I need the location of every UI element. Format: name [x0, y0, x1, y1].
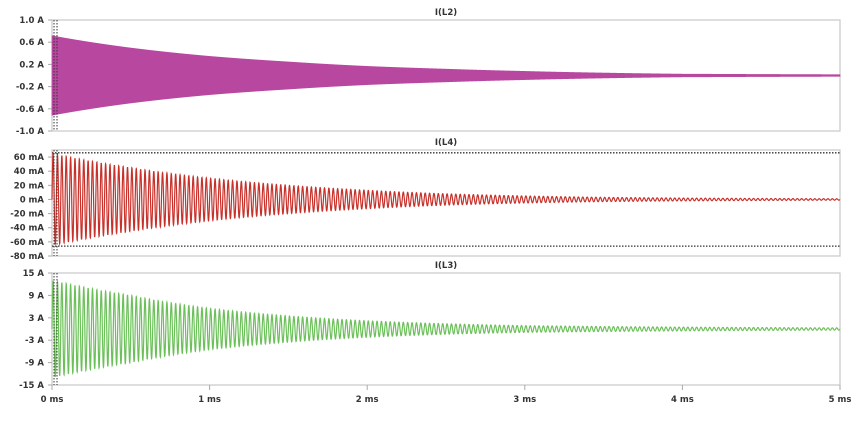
x-tick-label: 1 ms: [198, 395, 221, 405]
waveform-trace: [51, 279, 841, 377]
y-tick-label: -40 mA: [10, 224, 44, 234]
y-tick-label: 0.6 A: [19, 38, 44, 48]
y-tick-label: 60 mA: [14, 153, 45, 163]
y-tick-label: -15 A: [19, 381, 44, 391]
waveform-trace: [51, 151, 841, 247]
x-tick-label: 3 ms: [513, 395, 536, 405]
y-tick-label: 0.2 A: [19, 60, 44, 70]
y-tick-label: 20 mA: [14, 181, 45, 191]
x-tick-label: 2 ms: [356, 395, 379, 405]
panel-il4: I(L4) 60 mA 40 mA 20 mA 0 mA -20 mA -40 mA -60 …: [10, 138, 841, 262]
waveform-trace: [51, 35, 841, 116]
panel-title: I(L2): [435, 8, 457, 18]
panel-title: I(L4): [435, 138, 457, 148]
panel-title: I(L3): [435, 261, 457, 271]
y-tick-label: 3 A: [29, 314, 45, 324]
y-tick-label: 0 mA: [20, 195, 45, 205]
y-tick-label: -9 A: [25, 359, 44, 369]
x-tick-label: 4 ms: [671, 395, 694, 405]
y-tick-label: -20 mA: [10, 210, 44, 220]
y-tick-label: -0.2 A: [16, 83, 45, 93]
x-tick-label: 5 ms: [829, 395, 852, 405]
x-tick-label: 0 ms: [41, 395, 64, 405]
y-tick-label: -1.0 A: [16, 127, 45, 137]
y-tick-label: 9 A: [29, 291, 45, 301]
y-tick-label: 15 A: [23, 269, 45, 279]
y-tick-label: -60 mA: [10, 238, 44, 248]
y-tick-label: 1.0 A: [19, 16, 44, 26]
y-tick-label: -80 mA: [10, 252, 44, 262]
panel-il2: I(L2) 1.0 A 0.6 A 0.2 A -0.2 A -0.6 A -1.0 A: [16, 8, 841, 137]
panel-il3: I(L3) 15 A 9 A 3 A -3 A -9 A -15 A: [19, 261, 841, 391]
y-tick-label: 40 mA: [14, 167, 45, 177]
y-tick-label: -0.6 A: [16, 105, 45, 115]
y-tick-label: -3 A: [25, 336, 44, 346]
